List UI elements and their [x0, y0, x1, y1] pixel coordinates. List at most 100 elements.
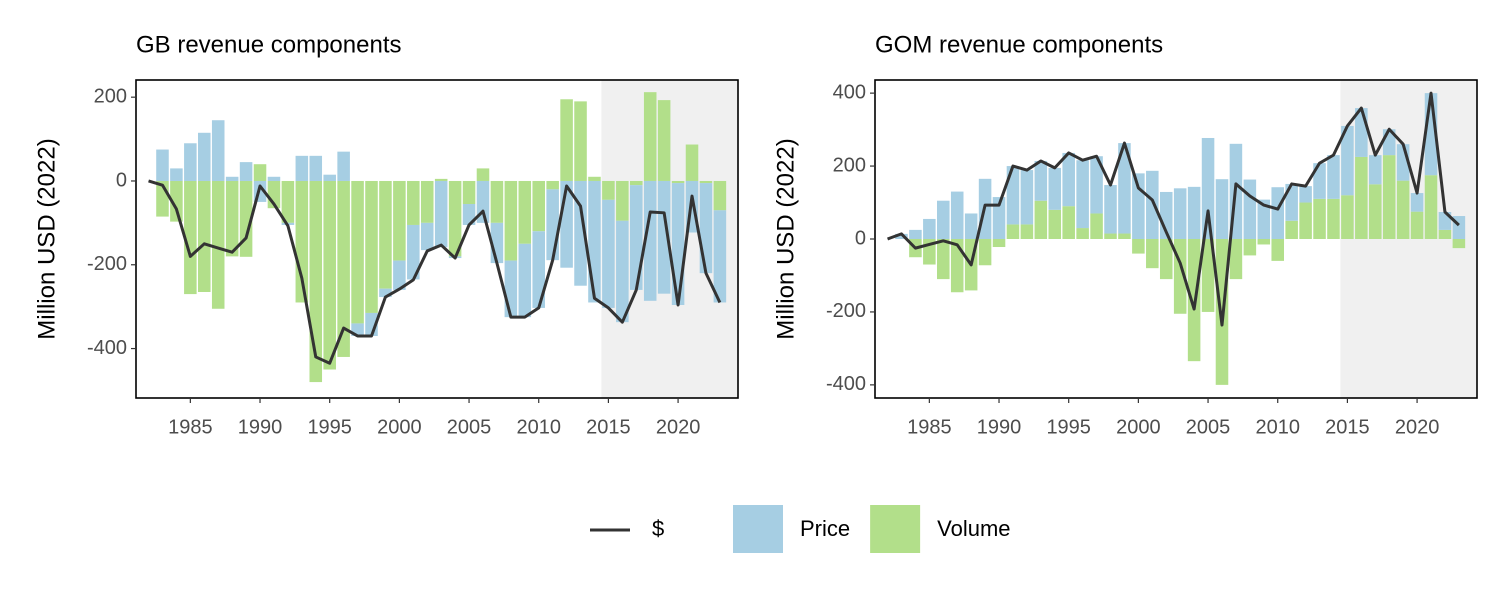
bar	[323, 180, 336, 370]
bar	[1355, 156, 1368, 239]
bar	[407, 180, 420, 225]
bar	[1271, 239, 1284, 261]
y-tick-label: 0	[116, 169, 127, 191]
legend-label: Volume	[937, 516, 1010, 541]
x-tick-label: 2015	[1325, 416, 1370, 438]
bar	[671, 183, 685, 305]
bar	[1299, 186, 1312, 203]
y-axis-label: Million USD (2022)	[772, 138, 799, 339]
y-tick-label: 0	[855, 227, 866, 249]
y-tick-label: 400	[833, 81, 866, 103]
bar	[170, 168, 183, 181]
bar	[1006, 166, 1020, 225]
bar	[1006, 224, 1020, 239]
bar	[1187, 186, 1201, 239]
bar	[393, 180, 406, 261]
bar	[504, 180, 518, 261]
y-tick-label: -200	[826, 300, 866, 322]
bar	[992, 197, 1006, 239]
bar	[574, 180, 587, 286]
bar	[1299, 202, 1312, 239]
x-tick-label: 1985	[907, 416, 952, 438]
bar	[699, 180, 713, 184]
bar	[1090, 156, 1103, 214]
y-tick-label: -200	[87, 253, 127, 275]
bar	[379, 288, 392, 298]
bar	[1271, 187, 1284, 239]
bar	[992, 239, 1006, 248]
bar	[1090, 213, 1103, 239]
bar	[239, 162, 253, 181]
bar	[1327, 155, 1340, 199]
bar	[490, 180, 504, 223]
bar	[184, 143, 197, 181]
bar	[184, 180, 197, 295]
bar	[1159, 239, 1173, 280]
bar	[909, 229, 922, 239]
bar	[1257, 239, 1271, 245]
legend-swatch	[870, 505, 921, 553]
bar	[420, 222, 434, 251]
bar	[295, 155, 309, 181]
bar	[1104, 233, 1117, 239]
bar	[1410, 193, 1424, 212]
bar	[685, 144, 699, 181]
bar	[1118, 233, 1131, 239]
x-tick-label: 2010	[1255, 416, 1300, 438]
bar	[713, 210, 727, 303]
bar	[602, 199, 615, 308]
bar	[1369, 155, 1382, 185]
bar	[1201, 137, 1215, 239]
bar	[198, 132, 211, 181]
x-tick-label: 2005	[1186, 416, 1231, 438]
bar	[1313, 163, 1326, 199]
bar	[393, 260, 406, 290]
bar	[1396, 180, 1410, 239]
bar	[1382, 155, 1396, 239]
bar	[1410, 211, 1424, 239]
bar	[713, 180, 727, 211]
bar	[950, 191, 964, 239]
line	[148, 179, 722, 365]
chart-title: GB revenue components	[136, 31, 402, 58]
bar	[448, 180, 462, 257]
bar	[1243, 239, 1257, 256]
bar	[1452, 239, 1466, 249]
bar	[657, 180, 671, 294]
bar	[1118, 143, 1131, 234]
bar	[211, 120, 225, 181]
y-tick-label: -400	[826, 373, 866, 395]
bar	[420, 180, 434, 223]
chart-title: GOM revenue components	[875, 31, 1163, 58]
x-tick-label: 1990	[238, 416, 283, 438]
bar	[156, 149, 169, 181]
bar	[225, 180, 239, 257]
bar	[1243, 179, 1257, 239]
bar	[1285, 183, 1298, 221]
bar	[602, 180, 615, 200]
bar	[434, 180, 448, 248]
y-tick-label: -400	[87, 337, 127, 359]
bar	[937, 239, 950, 280]
legend-label: $	[652, 516, 664, 541]
x-tick-label: 1995	[1046, 416, 1091, 438]
y-tick-label: 200	[833, 154, 866, 176]
x-tick-label: 1985	[168, 416, 213, 438]
bar	[588, 176, 601, 181]
bar	[518, 180, 532, 244]
bar	[574, 101, 587, 181]
bar	[1048, 209, 1062, 239]
bar	[1132, 239, 1145, 254]
bar	[588, 180, 601, 303]
bar	[1173, 188, 1187, 239]
bar	[239, 180, 253, 257]
bar	[253, 164, 267, 181]
bar	[1062, 152, 1075, 207]
bar	[504, 260, 518, 318]
bar	[309, 155, 323, 181]
bar	[365, 180, 378, 313]
legend-swatch	[733, 505, 783, 553]
y-axis-label: Million USD (2022)	[33, 138, 60, 339]
bar	[616, 220, 629, 323]
